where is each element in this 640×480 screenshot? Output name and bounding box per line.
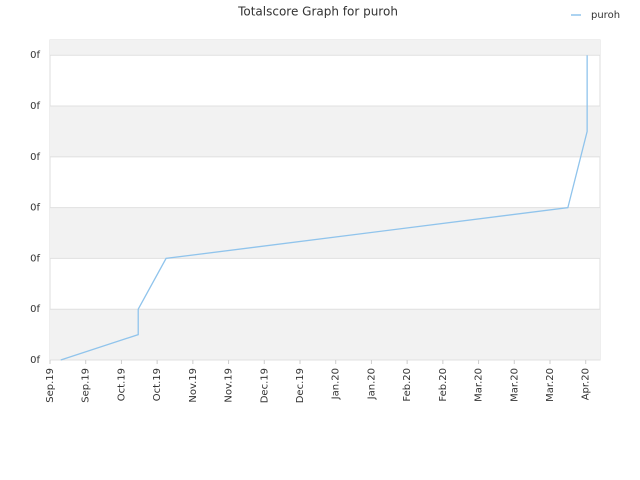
x-tick-label: Dec.19 [295,368,306,403]
x-tick-label: Oct.19 [152,368,163,401]
grid-band [50,106,600,157]
y-tick-label: 0f [30,101,40,112]
x-tick-label: Nov.19 [224,368,235,403]
x-tick-label: Oct.19 [116,368,127,401]
x-tick-label: Apr.20 [581,368,592,400]
legend-label: puroh [591,10,620,21]
x-tick-label: Feb.20 [402,368,413,402]
grid-band [50,40,600,56]
x-tick-label: Dec.19 [259,368,270,403]
x-tick-label: Mar.20 [509,368,520,402]
x-tick-label: Sep.19 [81,368,92,403]
x-tick-label: Jan.20 [331,368,342,400]
y-tick-label: 0f [30,304,40,315]
chart-title: Totalscore Graph for puroh [237,5,398,19]
x-tick-label: Jan.20 [366,368,377,400]
x-tick-label: Feb.20 [438,368,449,402]
y-tick-label: 0f [30,253,40,264]
data-line [60,55,588,361]
y-tick-label: 0f [30,152,40,163]
x-tick-label: Mar.20 [474,368,485,402]
grid-band [50,207,600,259]
x-tick-label: Sep.19 [45,368,56,403]
x-tick-label: Mar.20 [545,368,556,402]
y-tick-label: 0f [30,50,40,61]
x-tick-label: Nov.19 [188,368,199,403]
y-tick-label: 0f [30,203,40,214]
grid-band [50,309,600,360]
y-tick-label: 0f [30,355,40,366]
plot-area [49,39,601,361]
